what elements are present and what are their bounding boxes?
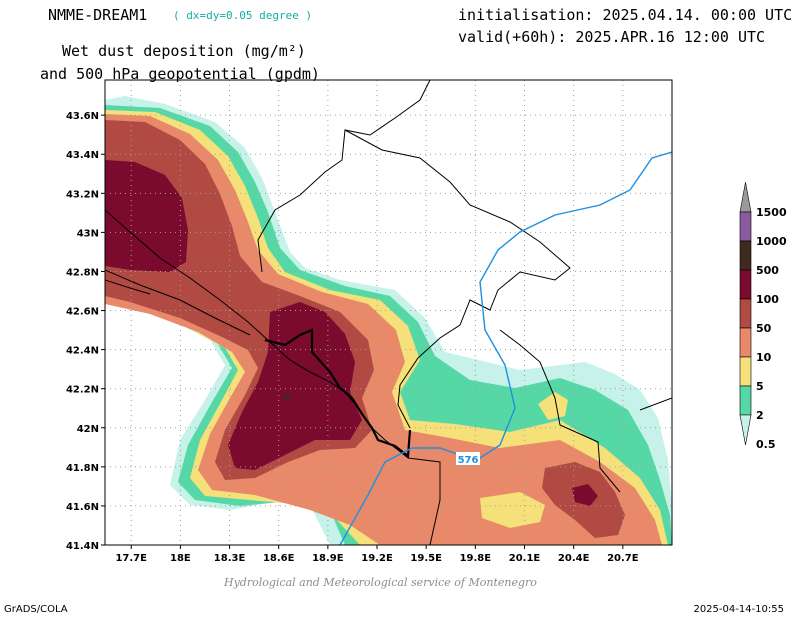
border-east (344, 129, 571, 429)
lat-label: 42N (77, 424, 99, 435)
lon-label: 17.7E (115, 553, 147, 564)
colorbar: 1500 1000 500 100 50 10 5 2 0.5 (739, 181, 787, 451)
resolution-label: ( dx=dy=0.05 degree ) (173, 9, 313, 22)
map-frame (104, 79, 673, 546)
latitude-labels: 43.6N 43.4N 43.2N 43N 42.8N 42.6N 42.4N 42.2N 42… (66, 111, 105, 552)
border-se (639, 397, 672, 411)
lake-shore (264, 328, 412, 459)
lat-label: 41.4N (66, 541, 99, 552)
lat-label: 43N (77, 228, 99, 239)
geopotential-label: 576 (458, 455, 479, 466)
deposition-dot-500 (284, 394, 290, 400)
colorbar-label: 1500 (756, 206, 787, 219)
deposition-level-100-core (228, 302, 362, 470)
initialisation-time: initialisation: 2025.04.14. 00:00 UTC (458, 6, 793, 24)
software-label: GrADS/COLA (4, 604, 68, 615)
lon-label: 20.1E (509, 553, 541, 564)
map-title-line1: Wet dust deposition (mg/m²) (62, 42, 306, 60)
lon-label: 19.5E (410, 553, 442, 564)
colorbar-swatch (739, 181, 752, 213)
lon-label: 18E (170, 553, 191, 564)
colorbar-label: 1000 (756, 235, 787, 248)
geopotential-label-bg (456, 452, 480, 465)
colorbar-swatch (739, 269, 752, 300)
lon-label: 18.9E (312, 553, 344, 564)
lat-label: 42.6N (66, 307, 99, 318)
colorbar-label: 100 (756, 293, 779, 306)
lat-label: 43.2N (66, 189, 99, 200)
generation-timestamp: 2025-04-14-10:55 (693, 604, 784, 615)
lon-label: 19.2E (361, 553, 393, 564)
deposition-patch-5b (538, 392, 568, 420)
lat-label: 43.6N (66, 111, 99, 122)
colorbar-label: 2 (756, 409, 764, 422)
colorbar-swatch (739, 240, 752, 271)
colorbar-label: 50 (756, 322, 772, 335)
geopotential-576-contour: 576 (339, 151, 672, 545)
map-title-line2: and 500 hPa geopotential (gpdm) (40, 65, 320, 83)
deposition-patch-100-se (572, 484, 598, 506)
credit-line: Hydrological and Meteorological service … (224, 576, 537, 589)
colorbar-swatch (739, 414, 752, 446)
colorbar-swatch (739, 211, 752, 242)
lat-label: 43.4N (66, 150, 99, 161)
colorbar-swatch (739, 385, 752, 416)
coastline-inner (105, 269, 251, 336)
border-south (407, 457, 441, 545)
longitude-labels: 17.7E 18E 18.3E 18.6E 18.9E 19.2E 19.5E 19.8E 20… (115, 545, 639, 564)
lon-label: 20.4E (558, 553, 590, 564)
lon-label: 18.6E (263, 553, 295, 564)
lat-label: 42.2N (66, 385, 99, 396)
deposition-level-100 (105, 160, 188, 272)
colorbar-swatch (739, 298, 752, 329)
lat-label: 41.8N (66, 463, 99, 474)
lon-label: 20.7E (607, 553, 639, 564)
colorbar-label: 0.5 (756, 438, 776, 451)
lon-label: 19.8E (460, 553, 492, 564)
colorbar-label: 10 (756, 351, 772, 364)
coastline-island (105, 279, 151, 295)
colorbar-label: 500 (756, 264, 779, 277)
lat-label: 41.6N (66, 502, 99, 513)
colorbar-swatch (739, 327, 752, 358)
border-albania (499, 329, 621, 493)
deposition-patch-5 (480, 492, 545, 528)
dust-deposition-field (105, 96, 672, 545)
valid-time: valid(+60h): 2025.APR.16 12:00 UTC (458, 28, 766, 46)
lon-label: 18.3E (214, 553, 246, 564)
geopotential-line (339, 151, 672, 545)
colorbar-label: 5 (756, 380, 764, 393)
border-north (257, 80, 431, 273)
coastline (105, 209, 409, 459)
lat-label: 42.8N (66, 267, 99, 278)
lat-label: 42.4N (66, 346, 99, 357)
borders (105, 80, 672, 545)
model-name: NMME-DREAM1 (48, 6, 148, 24)
colorbar-swatch (739, 356, 752, 387)
